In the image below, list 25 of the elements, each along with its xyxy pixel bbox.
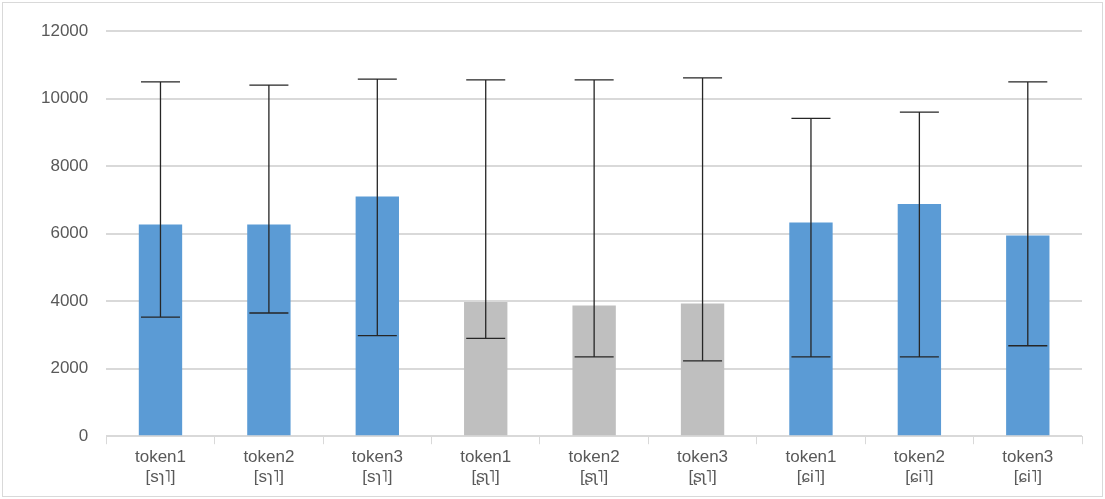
y-tick-label: 10000: [40, 88, 89, 108]
y-tick-label: 4000: [50, 290, 89, 310]
x-tick-label: token3 [ʂʅ˥]: [677, 447, 729, 487]
bar: [464, 301, 508, 436]
bar: [247, 224, 291, 436]
y-tick-label: 12000: [40, 20, 89, 40]
y-tick-label: 8000: [50, 155, 89, 175]
bar: [897, 204, 942, 436]
bar: [355, 196, 399, 436]
x-tick-label: token1 [ʂʅ˥]: [460, 447, 512, 487]
x-tick-label: token1 [sɿ˥]: [134, 447, 186, 487]
x-tick-label: token2 [ʂʅ˥]: [568, 447, 620, 487]
x-tick-label: token2 [ɕi˥]: [893, 447, 945, 487]
bar: [680, 303, 725, 436]
bar: [1006, 235, 1050, 436]
y-tick-label: 0: [78, 425, 89, 445]
y-tick-label: 2000: [50, 358, 89, 378]
x-tick-label: token3 [sɿ˥]: [351, 447, 403, 487]
bar: [572, 305, 616, 436]
x-tick-label: token2 [sɿ˥]: [243, 447, 295, 487]
y-tick-label: 6000: [50, 223, 89, 243]
bar: [789, 222, 833, 436]
x-tick-label: token3 [ɕi˥]: [1002, 447, 1054, 487]
bar: [138, 224, 183, 436]
x-tick-label: token1 [ɕi˥]: [785, 447, 837, 487]
